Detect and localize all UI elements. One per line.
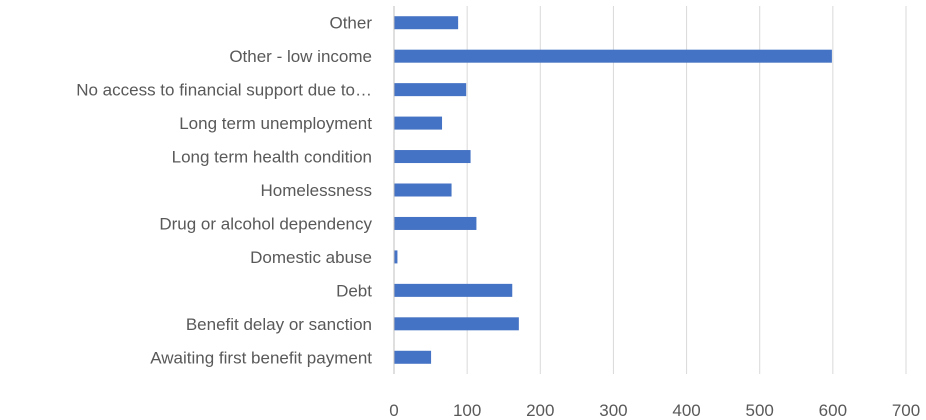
gridlines bbox=[393, 6, 907, 374]
x-tick-label-700: 700 bbox=[892, 401, 920, 420]
bar-7 bbox=[394, 150, 471, 164]
category-label-5: Drug or alcohol dependency bbox=[159, 214, 372, 233]
bar-10 bbox=[394, 49, 832, 63]
x-tick-label-0: 0 bbox=[389, 401, 398, 420]
bar-4 bbox=[394, 250, 398, 264]
x-tick-labels: 0 100 200 300 400 500 600 700 bbox=[389, 401, 920, 420]
category-label-7: Long term health condition bbox=[172, 148, 372, 167]
bar-3 bbox=[394, 283, 513, 297]
x-tick-label-600: 600 bbox=[819, 401, 847, 420]
bar-1 bbox=[394, 350, 432, 364]
category-label-10: Other - low income bbox=[229, 47, 372, 66]
bar-9 bbox=[394, 83, 467, 97]
category-label-6: Homelessness bbox=[261, 181, 373, 200]
category-labels: Awaiting first benefit payment Benefit de… bbox=[76, 14, 372, 368]
x-tick-label-300: 300 bbox=[599, 401, 627, 420]
x-tick-label-200: 200 bbox=[526, 401, 554, 420]
category-label-1: Awaiting first benefit payment bbox=[150, 348, 372, 367]
category-label-4: Domestic abuse bbox=[250, 248, 372, 267]
bar-6 bbox=[394, 183, 452, 197]
bar-11 bbox=[394, 16, 459, 30]
category-label-2: Benefit delay or sanction bbox=[186, 315, 372, 334]
bars bbox=[394, 16, 832, 364]
category-label-9: No access to financial support due to… bbox=[76, 81, 372, 100]
bar-5 bbox=[394, 216, 477, 230]
category-label-11: Other bbox=[329, 14, 372, 33]
bar-2 bbox=[394, 317, 519, 331]
x-tick-label-100: 100 bbox=[453, 401, 481, 420]
x-tick-label-500: 500 bbox=[746, 401, 774, 420]
bar-8 bbox=[394, 116, 443, 130]
x-tick-label-400: 400 bbox=[672, 401, 700, 420]
category-label-8: Long term unemployment bbox=[179, 114, 372, 133]
category-label-3: Debt bbox=[336, 281, 372, 300]
